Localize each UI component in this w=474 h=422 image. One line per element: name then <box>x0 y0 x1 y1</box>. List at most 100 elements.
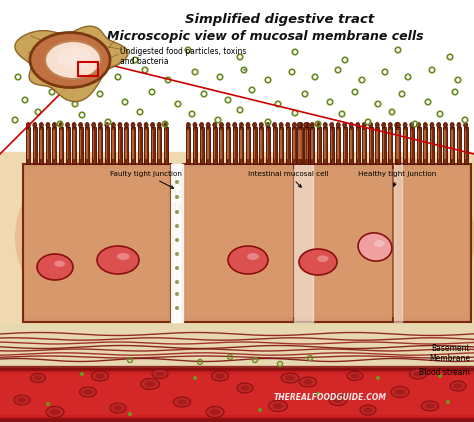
Bar <box>451 130 453 159</box>
Ellipse shape <box>285 375 295 381</box>
Ellipse shape <box>118 122 122 127</box>
Ellipse shape <box>247 253 259 260</box>
Bar <box>105 127 109 164</box>
Bar <box>60 130 62 159</box>
Ellipse shape <box>33 122 37 127</box>
Text: Healthy tight junction: Healthy tight junction <box>358 171 436 186</box>
Ellipse shape <box>300 377 317 387</box>
Bar <box>254 130 255 159</box>
Bar <box>286 127 290 164</box>
Ellipse shape <box>173 397 191 407</box>
Ellipse shape <box>131 122 135 127</box>
Ellipse shape <box>206 122 210 127</box>
Ellipse shape <box>266 122 270 127</box>
Ellipse shape <box>97 246 139 274</box>
Ellipse shape <box>292 122 296 127</box>
Bar <box>370 130 371 159</box>
Bar <box>396 169 468 317</box>
Ellipse shape <box>437 122 441 127</box>
Ellipse shape <box>410 369 427 379</box>
Bar <box>273 130 275 159</box>
Ellipse shape <box>464 122 468 127</box>
Ellipse shape <box>15 157 175 317</box>
Bar <box>310 127 314 164</box>
Ellipse shape <box>281 373 299 383</box>
Ellipse shape <box>273 122 276 127</box>
Bar <box>458 130 459 159</box>
Ellipse shape <box>175 266 179 270</box>
Text: Simplified digestive tract: Simplified digestive tract <box>185 13 374 26</box>
Ellipse shape <box>304 122 308 127</box>
Bar <box>206 127 210 164</box>
Bar <box>445 130 446 159</box>
Ellipse shape <box>83 389 93 395</box>
Ellipse shape <box>421 401 438 411</box>
Ellipse shape <box>362 122 366 127</box>
Bar <box>297 169 399 317</box>
Ellipse shape <box>323 122 327 127</box>
Ellipse shape <box>297 122 301 127</box>
Bar <box>59 127 63 164</box>
Bar <box>234 130 235 159</box>
Ellipse shape <box>144 122 148 127</box>
Ellipse shape <box>343 122 347 127</box>
Ellipse shape <box>206 406 224 417</box>
Bar <box>200 127 203 164</box>
Bar <box>403 127 407 164</box>
Bar <box>179 189 185 197</box>
Bar <box>132 130 134 159</box>
Ellipse shape <box>237 383 253 393</box>
Bar <box>382 127 386 164</box>
Ellipse shape <box>425 403 435 409</box>
Ellipse shape <box>18 397 27 403</box>
Ellipse shape <box>317 122 321 127</box>
Ellipse shape <box>200 122 203 127</box>
Bar <box>201 130 202 159</box>
Ellipse shape <box>215 373 225 379</box>
Ellipse shape <box>417 122 420 127</box>
Ellipse shape <box>175 252 179 256</box>
Ellipse shape <box>286 122 290 127</box>
Bar <box>294 164 402 322</box>
Ellipse shape <box>375 122 379 127</box>
Ellipse shape <box>193 376 197 380</box>
Bar <box>464 127 468 164</box>
Bar <box>40 130 42 159</box>
Bar <box>465 130 466 159</box>
Ellipse shape <box>155 371 164 376</box>
Bar <box>85 127 89 164</box>
Bar <box>383 130 384 159</box>
Ellipse shape <box>91 371 109 381</box>
Ellipse shape <box>46 402 50 406</box>
Ellipse shape <box>450 381 466 391</box>
Ellipse shape <box>241 385 249 391</box>
Bar <box>246 127 250 164</box>
Bar <box>165 130 166 159</box>
Bar <box>207 130 209 159</box>
Bar <box>119 130 120 159</box>
Bar <box>72 127 76 164</box>
Ellipse shape <box>360 405 376 415</box>
Bar <box>106 130 107 159</box>
Ellipse shape <box>268 400 288 411</box>
Bar <box>336 127 340 164</box>
Ellipse shape <box>382 122 386 127</box>
Bar <box>53 127 56 164</box>
Ellipse shape <box>219 122 223 127</box>
Ellipse shape <box>310 122 314 127</box>
Text: Microscopic view of mucosal membrane cells: Microscopic view of mucosal membrane cel… <box>107 30 423 43</box>
Text: THEREALFOODGUIDE.COM: THEREALFOODGUIDE.COM <box>273 392 386 401</box>
Ellipse shape <box>233 122 237 127</box>
Ellipse shape <box>356 122 360 127</box>
Text: Undigested food particles, toxins
and bacteria: Undigested food particles, toxins and ba… <box>120 47 246 70</box>
Ellipse shape <box>193 122 197 127</box>
Bar <box>279 127 283 164</box>
Bar <box>296 187 312 194</box>
Ellipse shape <box>395 389 405 395</box>
Bar <box>187 130 189 159</box>
Bar <box>450 127 454 164</box>
Ellipse shape <box>396 122 401 127</box>
Bar <box>118 127 122 164</box>
Bar <box>239 127 243 164</box>
Bar <box>306 127 310 164</box>
